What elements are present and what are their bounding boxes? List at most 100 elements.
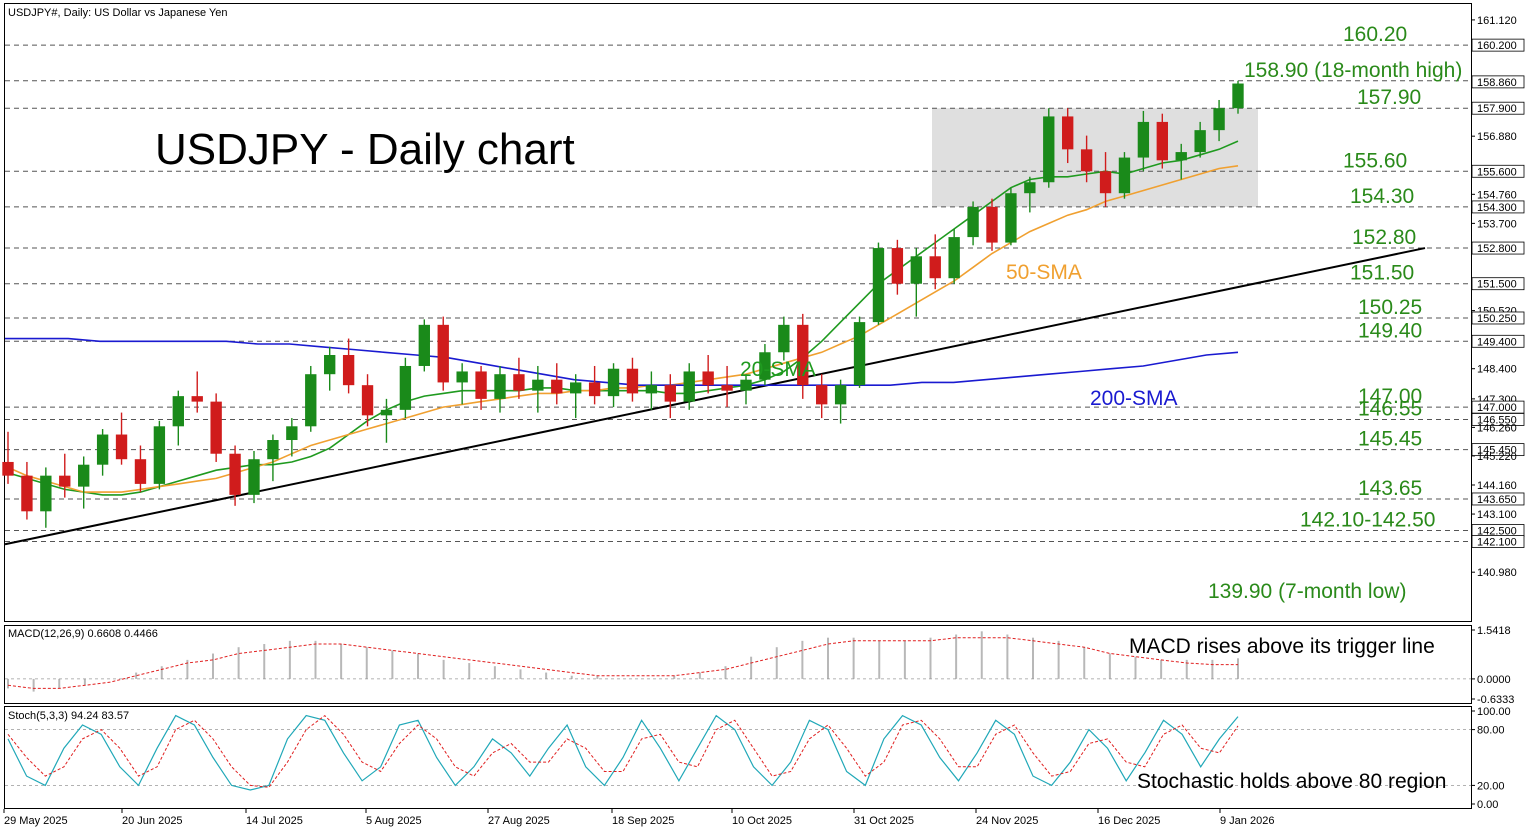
candle xyxy=(361,374,374,427)
candle-body xyxy=(418,324,430,366)
price-tag-box xyxy=(1471,413,1525,426)
candle-body xyxy=(967,206,979,238)
candle-body xyxy=(797,324,809,386)
candle xyxy=(872,242,885,325)
candle-body xyxy=(513,374,525,391)
x-tick-label: 5 Aug 2025 xyxy=(366,815,422,827)
candle-body xyxy=(740,379,752,391)
level-label: 142.10-142.50 xyxy=(1300,509,1435,532)
candle xyxy=(1175,143,1187,180)
stoch-title: Stoch(5,3,3) 94.24 83.57 xyxy=(8,710,129,722)
macd-panel-frame xyxy=(4,625,1472,704)
price-tag-box xyxy=(1471,334,1525,348)
candle-body xyxy=(399,365,412,410)
x-tick-label: 24 Nov 2025 xyxy=(976,815,1038,827)
stoch-tick-label: 20.00 xyxy=(1477,780,1505,792)
candle xyxy=(324,346,336,391)
candle-body xyxy=(342,355,355,386)
candle xyxy=(1043,108,1055,188)
sma20-annotation: 20-SMA xyxy=(740,358,816,381)
macd-tick-label: 1.5418 xyxy=(1477,625,1511,637)
candle xyxy=(59,453,71,498)
candle-body xyxy=(929,256,941,279)
candle-body xyxy=(494,374,506,399)
y-tick-label: 157.900 xyxy=(1477,103,1517,115)
price-tag-box xyxy=(1471,200,1525,214)
stoch-d-line xyxy=(7,714,1239,788)
candle xyxy=(248,450,260,504)
support-resistance-lines xyxy=(5,44,1471,542)
level-label: 157.90 xyxy=(1357,86,1421,109)
candle xyxy=(40,467,52,528)
price-tag-box xyxy=(1471,443,1525,457)
candlesticks xyxy=(2,80,1244,528)
y-tick-label: 145.450 xyxy=(1477,445,1517,457)
x-tick-label: 29 May 2025 xyxy=(4,815,68,827)
price-tag-box xyxy=(1471,311,1525,325)
candle xyxy=(532,365,544,413)
candle xyxy=(418,319,430,372)
price-tag-box xyxy=(1471,38,1525,52)
sma-line-50-sma xyxy=(7,165,1239,493)
candle xyxy=(570,374,582,419)
candle xyxy=(21,461,33,520)
candle xyxy=(115,412,128,465)
price-tag-box xyxy=(1471,492,1525,506)
candle xyxy=(1232,80,1244,114)
candle-body xyxy=(437,324,449,383)
candle xyxy=(267,434,279,482)
candle xyxy=(910,248,922,317)
candle-body xyxy=(305,374,317,427)
level-label: 149.40 xyxy=(1358,319,1422,342)
y-tick-label: 150.250 xyxy=(1477,313,1517,325)
candle-body xyxy=(570,382,582,394)
level-label: 158.90 (18-month high) xyxy=(1244,59,1462,82)
candle-body xyxy=(948,237,960,279)
macd-title: MACD(12,26,9) 0.6608 0.4466 xyxy=(8,628,158,640)
candle-body xyxy=(778,324,790,353)
level-label: 146.55 xyxy=(1358,397,1422,420)
candle xyxy=(1213,99,1225,142)
candle-body xyxy=(1118,157,1131,194)
y-tick-label: 145.220 xyxy=(1477,451,1517,463)
candle xyxy=(853,316,866,388)
level-label: 155.60 xyxy=(1343,149,1407,172)
candle-body xyxy=(1062,116,1074,150)
candle xyxy=(1099,152,1112,207)
candle xyxy=(380,398,393,443)
level-label: 152.80 xyxy=(1352,226,1416,249)
candle-body xyxy=(1005,193,1017,243)
level-label: 150.25 xyxy=(1358,296,1422,319)
y-tick-label: 146.260 xyxy=(1477,422,1517,434)
y-tick-label: 156.880 xyxy=(1477,131,1517,143)
y-tick-label: 146.550 xyxy=(1477,414,1517,426)
x-tick-label: 27 Aug 2025 xyxy=(488,815,550,827)
candle xyxy=(1005,187,1017,246)
candle-body xyxy=(456,371,468,383)
y-tick-label: 144.160 xyxy=(1477,480,1517,492)
candle xyxy=(645,371,658,410)
candle xyxy=(172,390,184,446)
candle xyxy=(342,338,355,394)
candle-body xyxy=(172,396,184,427)
y-tick-label: 142.100 xyxy=(1477,536,1517,548)
candle-body xyxy=(2,461,14,476)
candle xyxy=(891,239,904,295)
candle xyxy=(1024,176,1036,213)
candle xyxy=(948,228,960,284)
y-tick-label: 160.200 xyxy=(1477,40,1517,52)
symbol-info: USDJPY#, Daily: US Dollar vs Japanese Ye… xyxy=(8,7,228,19)
candle xyxy=(683,363,695,410)
candle-body xyxy=(702,371,714,386)
candle-body xyxy=(475,371,487,399)
candle xyxy=(626,357,639,402)
candle xyxy=(664,374,676,419)
candle xyxy=(816,374,828,419)
y-tick-label: 154.300 xyxy=(1477,202,1517,214)
candle-body xyxy=(986,206,998,243)
stochastic-indicator: 100.00 80.00 20.00 0.00 xyxy=(5,706,1511,811)
candle-body xyxy=(229,453,241,495)
level-label: 143.65 xyxy=(1358,477,1422,500)
stoch-annotation: Stochastic holds above 80 region xyxy=(1137,770,1446,793)
candle-body xyxy=(834,385,847,405)
